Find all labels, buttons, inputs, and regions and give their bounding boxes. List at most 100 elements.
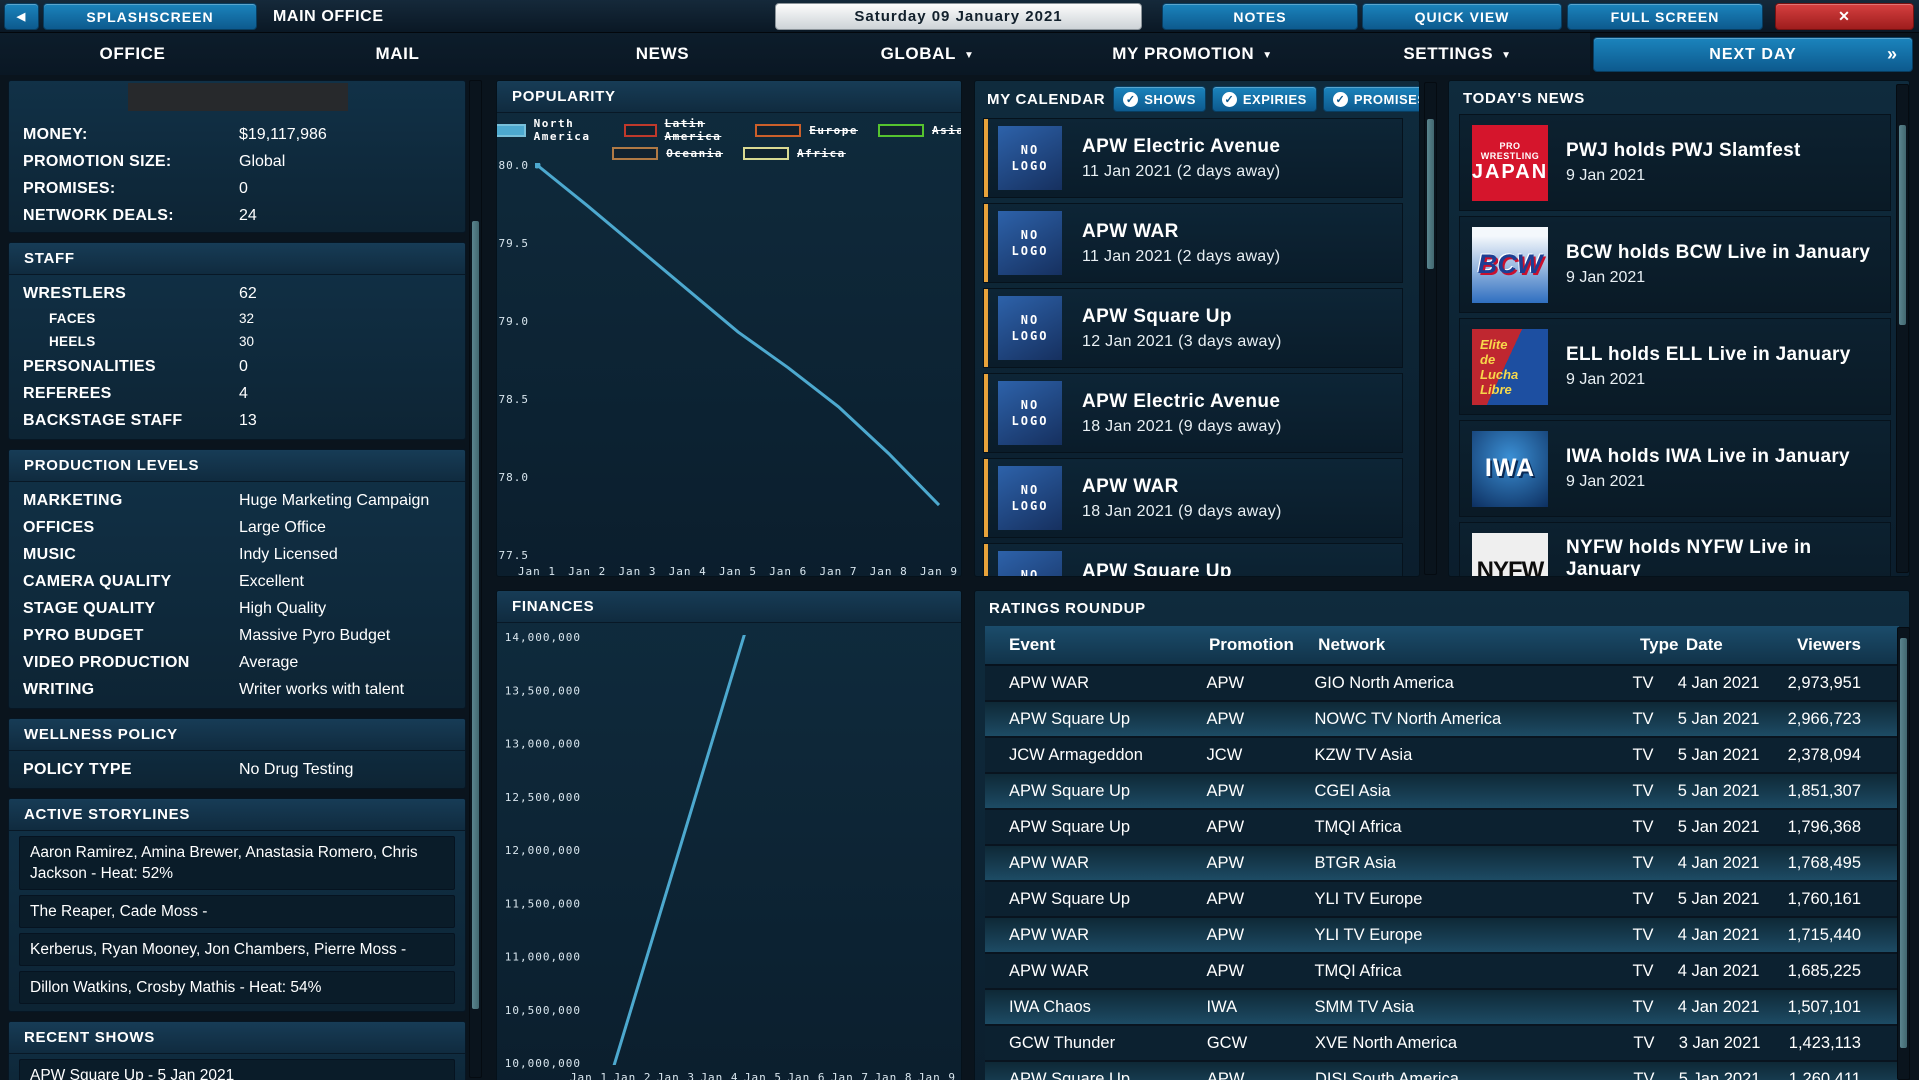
no-logo-text: LOGO: [1011, 329, 1049, 343]
info-value: 32: [239, 311, 255, 326]
news-item-title: BCW holds BCW Live in January: [1566, 242, 1871, 263]
calendar-event[interactable]: NO LOGO APW Electric Avenue 11 Jan 2021 (2 …: [983, 118, 1403, 198]
news-item[interactable]: PRO WRESTLING JAPAN PWJ holds PWJ Slamfest…: [1459, 114, 1891, 211]
cell-type: TV: [1632, 673, 1654, 692]
cell-event: JCW Armageddon: [1009, 745, 1143, 764]
section-staff: STAFF WRESTLERS 62 FACES 32 HEELS 30 PERSONALIT…: [8, 242, 466, 440]
date-button[interactable]: Saturday 09 January 2021: [775, 3, 1142, 30]
cell-event: APW Square Up: [1009, 889, 1131, 908]
cell-network: BTGR Asia: [1314, 853, 1397, 872]
next-day-button[interactable]: NEXT DAY »: [1593, 37, 1913, 72]
nav-item-settings[interactable]: SETTINGS ▼: [1325, 33, 1590, 75]
list-item[interactable]: Dillon Watkins, Crosby Mathis - Heat: 54…: [19, 971, 455, 1004]
cell-promotion: APW: [1206, 853, 1245, 872]
legend-item-latin-america[interactable]: Latin America: [624, 117, 735, 143]
list-item[interactable]: Kerberus, Ryan Mooney, Jon Chambers, Pie…: [19, 933, 455, 966]
news-item[interactable]: Elite de Lucha Libre ELL holds ELL Live in J…: [1459, 318, 1891, 415]
nav-item-global[interactable]: GLOBAL ▼: [795, 33, 1060, 75]
filter-button-expiries[interactable]: ✓ EXPIRIES: [1211, 86, 1317, 112]
cell-network: YLI TV Europe: [1314, 925, 1423, 944]
nav-item-news[interactable]: NEWS: [530, 33, 795, 75]
section-header-staff: STAFF: [9, 243, 465, 275]
legend-item-asia[interactable]: Asia: [877, 117, 961, 143]
scrollbar-thumb[interactable]: [472, 221, 479, 1009]
nav-item-office[interactable]: OFFICE: [0, 33, 265, 75]
cell-network: DISI South America: [1314, 1069, 1459, 1080]
svg-text:Jan 1: Jan 1: [570, 1071, 608, 1080]
table-row[interactable]: JCW Armageddon JCW KZW TV Asia TV 5 Jan 2021…: [985, 738, 1899, 774]
calendar-event[interactable]: NO LOGO APW Square Up 12 Jan 2021 (3 days a…: [983, 288, 1403, 368]
table-row[interactable]: APW WAR APW BTGR Asia TV 4 Jan 2021 1,768,495: [985, 846, 1899, 882]
nav-item-label: OFFICE: [99, 44, 166, 63]
info-value: Excellent: [239, 572, 304, 590]
table-row[interactable]: APW Square Up APW YLI TV Europe TV 5 Jan 202…: [985, 882, 1899, 918]
column-header-network: Network: [1318, 635, 1386, 654]
table-row[interactable]: GCW Thunder GCW XVE North America TV 3 Jan 2…: [985, 1026, 1899, 1062]
notes-button[interactable]: NOTES: [1162, 3, 1358, 30]
cell-type: TV: [1633, 1033, 1655, 1052]
table-row[interactable]: APW Square Up APW TMQI Africa TV 5 Jan 2021 1…: [985, 810, 1899, 846]
table-row[interactable]: APW WAR APW YLI TV Europe TV 4 Jan 2021 1,715…: [985, 918, 1899, 954]
info-label: WRESTLERS: [23, 284, 127, 302]
news-item-title: ELL holds ELL Live in January: [1566, 344, 1851, 365]
calendar-events: NO LOGO APW Electric Avenue 11 Jan 2021 (2 …: [975, 118, 1419, 576]
calendar-event[interactable]: NO LOGO APW WAR 18 Jan 2021 (9 days away): [983, 458, 1403, 538]
legend-item-north-america[interactable]: North America: [497, 117, 604, 143]
legend-item-europe[interactable]: Europe: [755, 117, 858, 143]
left-panel-scrollbar[interactable]: [469, 80, 482, 1078]
calendar-event[interactable]: NO LOGO APW Electric Avenue 18 Jan 2021 (9 …: [983, 373, 1403, 453]
event-text: APW Electric Avenue 18 Jan 2021 (9 days a…: [1082, 391, 1282, 436]
cell-promotion: APW: [1206, 961, 1245, 980]
cell-viewers: 1,796,368: [1787, 817, 1861, 836]
nav-item-mail[interactable]: MAIL: [265, 33, 530, 75]
scrollbar-thumb[interactable]: [1427, 119, 1434, 269]
list-item[interactable]: Aaron Ramirez, Amina Brewer, Anastasia R…: [19, 836, 455, 890]
table-row[interactable]: APW Square Up APW DISI South America TV 5 Ja…: [985, 1062, 1899, 1080]
close-button[interactable]: ✕: [1775, 3, 1914, 30]
ratings-scrollbar[interactable]: [1897, 627, 1910, 1080]
calendar-event[interactable]: NO LOGO APW WAR 11 Jan 2021 (2 days away): [983, 203, 1403, 283]
list-item[interactable]: APW Square Up - 5 Jan 2021: [19, 1059, 455, 1080]
table-row[interactable]: APW Square Up APW NOWC TV North America TV 5…: [985, 702, 1899, 738]
news-item[interactable]: BCW BCW holds BCW Live in January 9 Jan 20…: [1459, 216, 1891, 313]
news-scrollbar[interactable]: [1896, 84, 1909, 573]
filter-button-promises[interactable]: ✓ PROMISES: [1322, 86, 1419, 112]
logo-text: NYFW: [1476, 556, 1545, 577]
cell-date: 4 Jan 2021: [1677, 925, 1760, 944]
cell-date: 5 Jan 2021: [1678, 1069, 1761, 1080]
ell-logo: Elite de Lucha Libre: [1472, 328, 1548, 405]
promotion-overview-box: MONEY: $19,117,986 PROMOTION SIZE: Global PR…: [8, 80, 466, 233]
quick-view-button[interactable]: QUICK VIEW: [1362, 3, 1562, 30]
nav-item-my-promotion[interactable]: MY PROMOTION ▼: [1060, 33, 1325, 75]
svg-text:Jan 6: Jan 6: [787, 1071, 825, 1080]
back-button[interactable]: ◀: [4, 3, 39, 30]
table-row[interactable]: APW Square Up APW CGEI Asia TV 5 Jan 2021 1,8…: [985, 774, 1899, 810]
cell-promotion: APW: [1206, 781, 1245, 800]
legend-item-africa[interactable]: Africa: [743, 147, 846, 160]
table-row[interactable]: APW WAR APW TMQI Africa TV 4 Jan 2021 1,685,2…: [985, 954, 1899, 990]
table-row[interactable]: APW WAR APW GIO North America TV 4 Jan 2021 2…: [985, 666, 1899, 702]
cell-date: 4 Jan 2021: [1677, 673, 1760, 692]
calendar-scrollbar[interactable]: [1424, 82, 1437, 575]
full-screen-button[interactable]: FULL SCREEN: [1567, 3, 1763, 30]
list-item[interactable]: The Reaper, Cade Moss -: [19, 895, 455, 928]
svg-text:Jan 7: Jan 7: [819, 565, 857, 577]
news-item[interactable]: IWA IWA holds IWA Live in January 9 Jan 20…: [1459, 420, 1891, 517]
legend-item-oceania[interactable]: Oceania: [612, 147, 723, 160]
scrollbar-thumb[interactable]: [1899, 125, 1906, 325]
table-row[interactable]: IWA Chaos IWA SMM TV Asia TV 4 Jan 2021 1,507…: [985, 990, 1899, 1026]
info-label: OFFICES: [23, 518, 95, 536]
cell-event: IWA Chaos: [1009, 997, 1091, 1016]
splashscreen-button[interactable]: SPLASHSCREEN: [43, 3, 257, 30]
cell-type: TV: [1632, 925, 1654, 944]
legend-label: Latin America: [664, 117, 722, 143]
info-row-network-deals: NETWORK DEALS: 24: [9, 202, 465, 229]
scrollbar-thumb[interactable]: [1900, 638, 1907, 1048]
cell-type: TV: [1632, 997, 1654, 1016]
filter-button-shows[interactable]: ✓ SHOWS: [1113, 86, 1206, 112]
info-row-wrestlers: WRESTLERS 62: [9, 280, 465, 307]
cell-type: TV: [1632, 745, 1654, 764]
cell-viewers: 1,760,161: [1787, 889, 1861, 908]
